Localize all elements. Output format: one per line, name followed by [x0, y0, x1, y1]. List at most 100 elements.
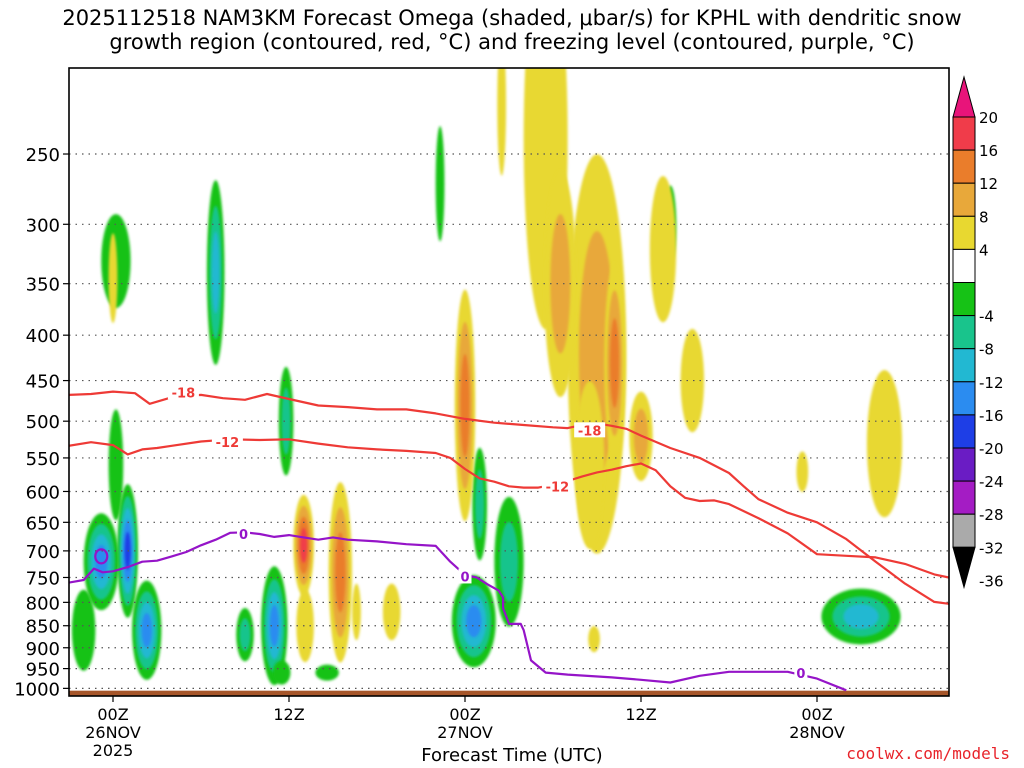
colorbar-bin-1 — [952, 149, 976, 184]
omega-cell-15 — [494, 496, 524, 627]
omega-cell-16-level-2 — [843, 604, 879, 629]
colorbar-bin-9 — [952, 414, 976, 449]
contour-label-bg-5 — [458, 568, 472, 584]
omega-cell-31 — [866, 370, 903, 518]
y-tick-label-450: 450 — [26, 372, 60, 393]
omega-cell-33 — [497, 68, 507, 176]
omega-cell-5-level-0 — [71, 589, 96, 671]
omega-cell-8 — [261, 566, 288, 686]
contour-label-5: 0 — [460, 570, 469, 585]
y-tick-label-550: 550 — [26, 449, 60, 470]
colorbar-over-arrow — [952, 75, 976, 118]
colorbar-bin-11 — [952, 480, 976, 515]
omega-cell-30-level-0 — [680, 328, 705, 433]
x-tick-label-42-0: 12Z — [625, 705, 656, 724]
plot-frame — [68, 67, 950, 697]
colorbar-tick-label-3: 8 — [979, 208, 989, 226]
colorbar-bin-0 — [952, 116, 976, 151]
y-tick-label-1000: 1000 — [14, 679, 60, 700]
contour-label-2: -12 — [546, 480, 570, 495]
x-tick-label-30-1: 27NOV — [437, 723, 493, 742]
omega-cell-31-level-0 — [866, 370, 903, 518]
colorbar-tick-label-5: -4 — [979, 308, 994, 326]
omega-cell-34-level-0 — [588, 625, 600, 653]
omega-cell-9 — [278, 366, 294, 476]
contour-label-6: 0 — [796, 667, 805, 682]
omega-cell-15-level-1 — [499, 521, 519, 602]
omega-cell-11-level-0 — [315, 664, 339, 681]
omega-cell-36 — [352, 583, 361, 641]
colorbar-tick-label-10: -24 — [979, 473, 1004, 491]
x-tick-label-54-0: 00Z — [801, 705, 832, 724]
omega-cell-30 — [680, 328, 705, 433]
omega-cell-35-level-0 — [382, 583, 401, 641]
omega-cell-20 — [296, 589, 314, 663]
y-tick-label-350: 350 — [26, 275, 60, 296]
omega-cell-21 — [328, 482, 353, 663]
colorbar-under-arrow — [952, 546, 976, 590]
contour-label-bg-3 — [574, 422, 606, 438]
x-tick-label-18-0: 12Z — [273, 705, 304, 724]
y-tick-label-800: 800 — [26, 593, 60, 614]
omega-cell-2-level-0 — [108, 409, 124, 521]
contour-label-4: 0 — [239, 528, 248, 543]
contour-labels-layer: -18 -12 -12 -18 0 0 0 — [167, 384, 808, 682]
omega-cell-6 — [206, 180, 225, 365]
omega-cell-2 — [108, 409, 124, 521]
x-tick-label-6-1: 26NOV — [85, 723, 141, 742]
contour-label-bg-0 — [167, 384, 199, 400]
y-tick-label-400: 400 — [26, 326, 60, 347]
x-tick-label-54-1: 28NOV — [789, 723, 845, 742]
omega-cell-7-level-1 — [239, 618, 251, 652]
colorbar-tick-label-6: -8 — [979, 341, 994, 359]
omega-cell-14 — [472, 447, 487, 561]
contour-lines-layer — [69, 390, 949, 692]
omega-cell-10-level-0 — [272, 660, 291, 685]
contour-line-2-0 — [69, 531, 847, 692]
omega-shading-layer — [71, 68, 903, 686]
omega-cell-8-level-3 — [269, 605, 279, 647]
omega-cell-13 — [451, 575, 496, 668]
omega-cell-36-level-0 — [352, 583, 361, 641]
omega-cell-7 — [236, 608, 254, 662]
omega-cell-27 — [604, 262, 625, 464]
omega-cell-6-level-2 — [211, 231, 220, 314]
contour-label-bg-4 — [237, 526, 251, 542]
contour-label-bg-6 — [794, 665, 808, 681]
colorbar-bin-4 — [952, 248, 976, 283]
terrain-layer — [69, 690, 949, 696]
terrain-strip — [69, 690, 949, 696]
y-tick-label-750: 750 — [26, 568, 60, 589]
colorbar-bin-10 — [952, 447, 976, 482]
omega-cell-29-level-0 — [649, 176, 677, 323]
y-tick-label-250: 250 — [26, 145, 60, 166]
contour-label-1: -12 — [216, 436, 240, 451]
y-tick-label-500: 500 — [26, 412, 60, 433]
omega-cell-12-level-0 — [435, 126, 445, 242]
colorbar-tick-label-12: -32 — [979, 539, 1004, 557]
colorbar-tick-label-7: -12 — [979, 374, 1004, 392]
y-tick-label-300: 300 — [26, 215, 60, 236]
omega-cell-18-level-0 — [108, 233, 118, 324]
contour-label-3: -18 — [578, 424, 602, 439]
colorbar-tick-label-9: -20 — [979, 440, 1004, 458]
y-tick-label-900: 900 — [26, 639, 60, 660]
omega-cell-19 — [293, 494, 314, 596]
x-axis-label: Forecast Time (UTC) — [421, 745, 603, 766]
omega-cell-9-level-1 — [281, 387, 291, 455]
omega-cell-21-level-2 — [335, 532, 346, 613]
chart-title-line-2: growth region (contoured, red, °C) and f… — [109, 30, 915, 54]
y-tick-label-850: 850 — [26, 617, 60, 638]
omega-cell-32 — [796, 451, 809, 493]
omega-cell-20-level-0 — [296, 589, 314, 663]
colorbar-tick-label-1: 16 — [979, 142, 998, 160]
colorbar-tick-label-4: 4 — [979, 241, 989, 259]
omega-cell-33-level-0 — [497, 68, 507, 176]
omega-cell-35 — [382, 583, 401, 641]
contour-line-1--12 — [69, 438, 949, 579]
x-tick-label-6-0: 00Z — [97, 705, 128, 724]
credit-text[interactable]: coolwx.com/models — [846, 744, 1010, 763]
colorbar-tick-label-11: -28 — [979, 506, 1004, 524]
y-tick-label-650: 650 — [26, 513, 60, 534]
